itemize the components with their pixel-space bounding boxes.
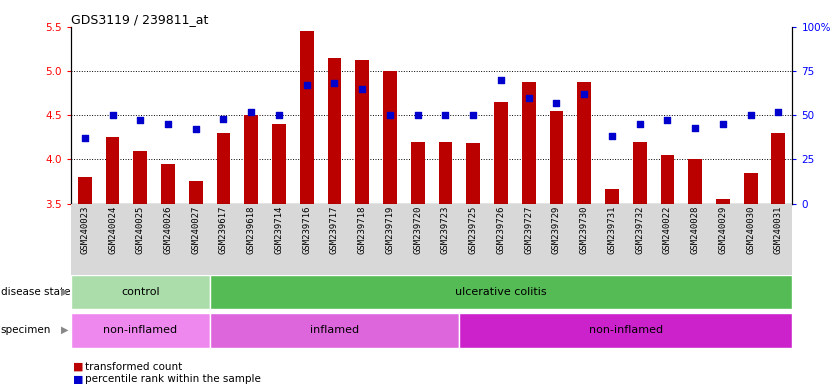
Bar — [299, 31, 314, 204]
Bar — [688, 159, 702, 204]
Point — [189, 126, 203, 132]
Text: GSM239723: GSM239723 — [441, 206, 450, 254]
Point — [273, 112, 286, 118]
Point — [661, 118, 674, 124]
Bar — [188, 182, 203, 204]
Text: GSM239725: GSM239725 — [469, 206, 478, 254]
Point — [495, 77, 508, 83]
Bar — [272, 124, 286, 204]
Bar — [106, 137, 119, 204]
Point — [577, 91, 590, 97]
Bar — [466, 144, 480, 204]
Text: GSM239729: GSM239729 — [552, 206, 561, 254]
Text: GSM240029: GSM240029 — [718, 206, 727, 254]
Text: percentile rank within the sample: percentile rank within the sample — [85, 374, 261, 384]
Bar — [522, 82, 535, 204]
Bar — [771, 133, 786, 204]
Text: GSM239726: GSM239726 — [496, 206, 505, 254]
Text: GSM240031: GSM240031 — [774, 206, 783, 254]
Point — [771, 109, 785, 115]
Text: GSM240023: GSM240023 — [80, 206, 89, 254]
Text: GSM240028: GSM240028 — [691, 206, 700, 254]
Text: ▶: ▶ — [61, 325, 68, 335]
Text: disease state: disease state — [1, 287, 70, 297]
Point — [439, 112, 452, 118]
Text: ■: ■ — [73, 374, 84, 384]
Point — [161, 121, 174, 127]
Bar — [383, 71, 397, 204]
Text: GSM239717: GSM239717 — [330, 206, 339, 254]
Point — [217, 116, 230, 122]
Bar — [494, 102, 508, 204]
Bar — [161, 164, 175, 204]
Bar — [328, 58, 341, 204]
Text: GSM239720: GSM239720 — [413, 206, 422, 254]
Point — [522, 94, 535, 101]
Text: GSM240027: GSM240027 — [191, 206, 200, 254]
Bar — [744, 173, 757, 204]
Text: GSM239731: GSM239731 — [607, 206, 616, 254]
Bar — [209, 313, 460, 348]
Bar — [633, 142, 646, 204]
Text: GSM239730: GSM239730 — [580, 206, 589, 254]
Bar — [71, 313, 209, 348]
Text: GSM239732: GSM239732 — [636, 206, 644, 254]
Text: GSM239727: GSM239727 — [525, 206, 533, 254]
Text: GSM240025: GSM240025 — [136, 206, 145, 254]
Bar — [244, 115, 259, 204]
Point — [550, 100, 563, 106]
Point — [716, 121, 730, 127]
Text: GSM240024: GSM240024 — [108, 206, 117, 254]
Text: control: control — [121, 287, 159, 297]
Text: GSM239618: GSM239618 — [247, 206, 256, 254]
Bar — [355, 60, 369, 204]
Bar — [605, 189, 619, 204]
Point — [466, 112, 480, 118]
Bar — [460, 313, 792, 348]
Text: transformed count: transformed count — [85, 362, 183, 372]
Text: non-inflamed: non-inflamed — [103, 325, 178, 335]
Point — [355, 86, 369, 92]
Text: GSM240026: GSM240026 — [163, 206, 173, 254]
Bar — [411, 142, 425, 204]
Text: GSM239718: GSM239718 — [358, 206, 367, 254]
Text: specimen: specimen — [1, 325, 51, 335]
Bar — [71, 275, 209, 309]
Point — [106, 112, 119, 118]
Text: ▶: ▶ — [61, 287, 68, 297]
Bar — [78, 177, 92, 204]
Text: GSM239617: GSM239617 — [219, 206, 228, 254]
Bar — [661, 155, 675, 204]
Point — [300, 82, 314, 88]
Point — [744, 112, 757, 118]
Bar — [577, 82, 591, 204]
Text: GSM239714: GSM239714 — [274, 206, 284, 254]
Point — [78, 135, 92, 141]
Point — [411, 112, 425, 118]
Text: inflamed: inflamed — [310, 325, 359, 335]
Bar — [439, 142, 452, 204]
Point — [133, 118, 147, 124]
Bar — [716, 199, 730, 204]
Text: GSM240030: GSM240030 — [746, 206, 755, 254]
Point — [605, 133, 619, 139]
Bar — [550, 111, 564, 204]
Text: GDS3119 / 239811_at: GDS3119 / 239811_at — [71, 13, 208, 26]
Point — [244, 109, 258, 115]
Text: GSM240022: GSM240022 — [663, 206, 672, 254]
Point — [328, 80, 341, 86]
Point — [689, 124, 702, 131]
Text: ■: ■ — [73, 362, 84, 372]
Text: GSM239719: GSM239719 — [385, 206, 394, 254]
Point — [633, 121, 646, 127]
Bar — [133, 151, 147, 204]
Text: ulcerative colitis: ulcerative colitis — [455, 287, 547, 297]
Bar — [209, 275, 792, 309]
Bar — [217, 133, 230, 204]
Point — [384, 112, 397, 118]
Text: GSM239716: GSM239716 — [302, 206, 311, 254]
Text: non-inflamed: non-inflamed — [589, 325, 663, 335]
